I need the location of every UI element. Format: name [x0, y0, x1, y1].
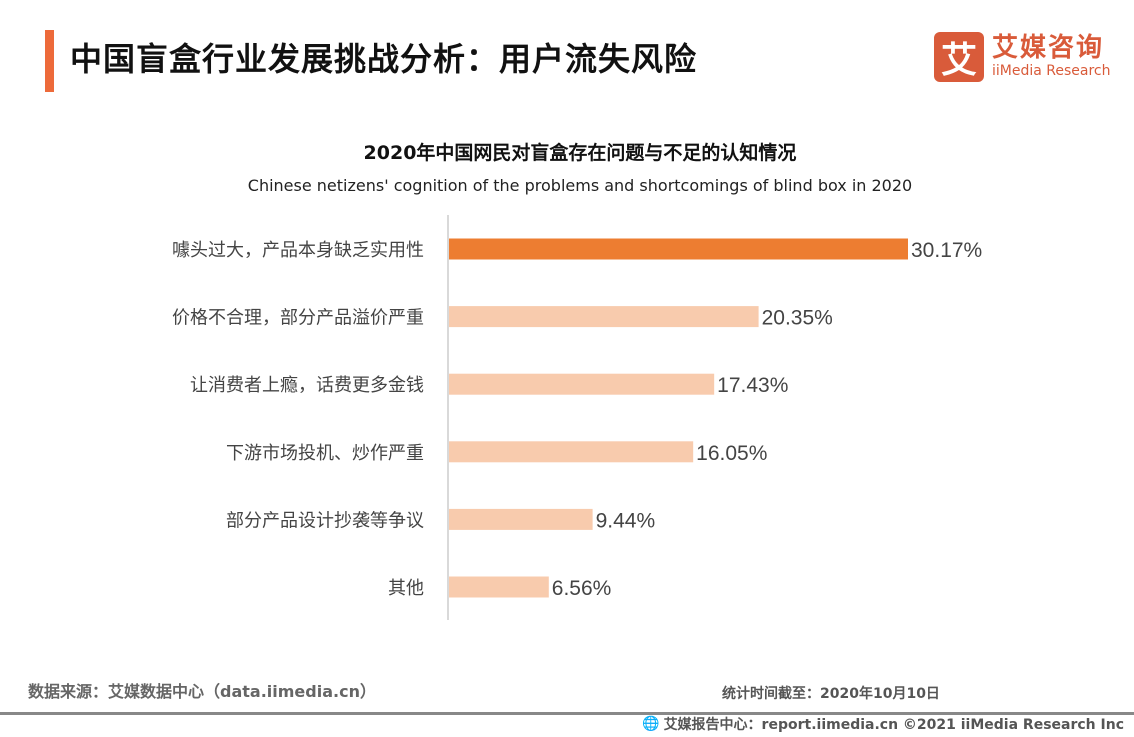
title-accent-bar [45, 30, 54, 92]
data-label: 16.05% [696, 442, 767, 465]
copyright-text: 艾媒报告中心：report.iimedia.cn ©2021 iiMedia R… [663, 717, 1124, 733]
category-label: 让消费者上瘾，话费更多金钱 [190, 375, 424, 396]
data-label: 6.56% [552, 577, 612, 600]
bar [449, 306, 759, 328]
category-label: 下游市场投机、炒作严重 [226, 443, 424, 464]
chart-title: 2020年中国网民对盲盒存在问题与不足的认知情况 [363, 142, 797, 164]
category-label: 其他 [388, 578, 424, 599]
chart-subtitle: Chinese netizens' cognition of the probl… [247, 176, 913, 195]
logo-mark: 艾 [934, 32, 984, 82]
category-label: 部分产品设计抄袭等争议 [226, 510, 424, 531]
logo: 艾 艾媒咨询 iiMedia Research [934, 32, 1111, 82]
bar [449, 508, 593, 530]
category-label: 价格不合理，部分产品溢价严重 [172, 308, 424, 329]
data-date: 统计时间截至：2020年10月10日 [722, 686, 940, 702]
data-label: 30.17% [911, 239, 982, 262]
bar [449, 576, 549, 598]
bar [449, 441, 694, 463]
logo-cn: 艾媒咨询 [992, 33, 1105, 63]
bar [449, 238, 908, 260]
category-label: 噱头过大，产品本身缺乏实用性 [172, 240, 424, 261]
data-label: 9.44% [596, 509, 656, 532]
footer-copyright: 🌐 艾媒报告中心：report.iimedia.cn ©2021 iiMedia… [642, 714, 1124, 734]
data-source: 数据来源：艾媒数据中心（data.iimedia.cn） [28, 682, 376, 701]
data-label: 17.43% [717, 374, 788, 397]
globe-icon: 🌐 [642, 716, 660, 732]
page-title: 中国盲盒行业发展挑战分析：用户流失风险 [70, 40, 698, 78]
footer-divider [0, 712, 1134, 715]
logo-en: iiMedia Research [992, 63, 1111, 79]
data-label: 20.35% [762, 307, 833, 330]
bar [449, 373, 715, 395]
